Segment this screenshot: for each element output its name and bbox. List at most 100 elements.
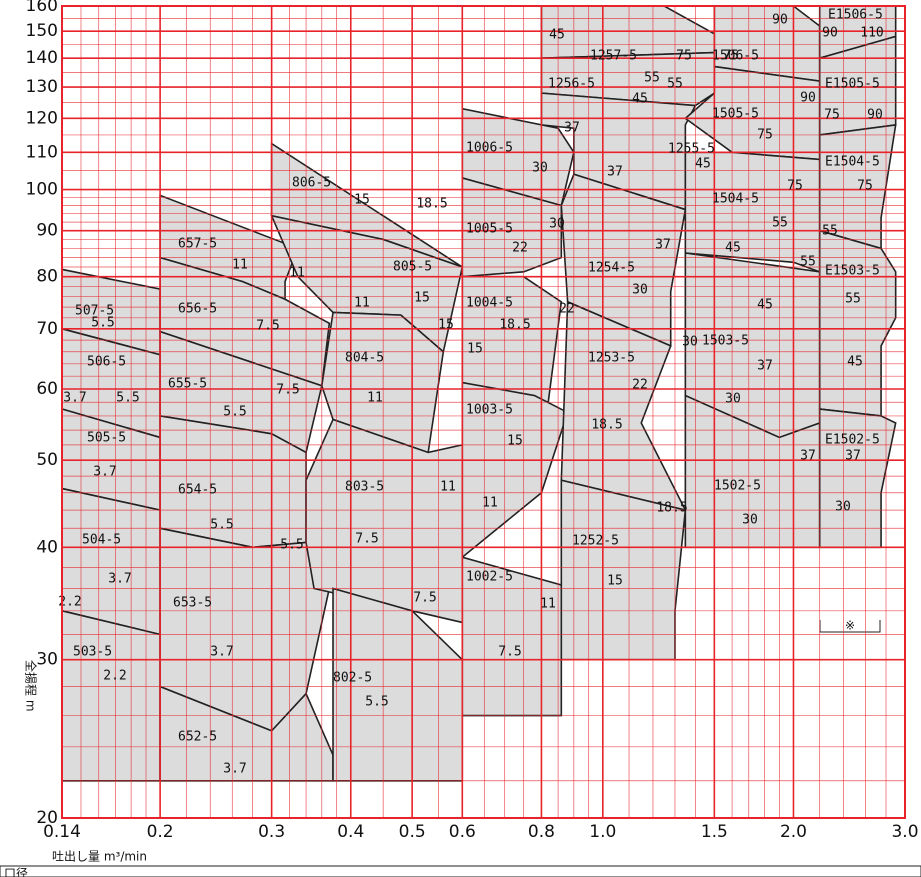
y-tick-label: 120 <box>26 108 58 128</box>
x-tick-label: 0.2 <box>147 822 174 842</box>
kw-label: 2.2 <box>58 595 81 610</box>
y-tick-label: 110 <box>26 142 58 162</box>
y-tick-label: 160 <box>26 0 58 16</box>
kw-label: 45 <box>632 92 648 107</box>
model-label: E1505-5 <box>825 77 880 92</box>
kw-label: 22 <box>632 378 648 393</box>
kw-label: 5.5 <box>210 518 233 533</box>
model-label: 805-5 <box>393 260 432 275</box>
y-axis-label: 全揚程 m <box>24 660 39 712</box>
x-tick-label: 3.0 <box>891 822 918 842</box>
x-axis-label: 吐出し量 m³/min <box>52 850 147 864</box>
x-tick-label: 0.6 <box>449 822 476 842</box>
y-tick-label: 20 <box>36 808 58 828</box>
model-label: 1002-5 <box>466 570 513 585</box>
kw-label: 18.5 <box>416 197 447 212</box>
kw-label: 45 <box>757 298 773 313</box>
x-tick-label: 0.14 <box>43 822 81 842</box>
kw-label: 45 <box>695 157 711 172</box>
kw-label: 11 <box>354 296 370 311</box>
model-label: 802-5 <box>333 671 372 686</box>
kw-label: 30 <box>632 283 648 298</box>
y-tick-label: 50 <box>36 450 58 470</box>
kw-label: 90 <box>867 108 883 123</box>
model-label: E1503-5 <box>825 264 880 279</box>
model-label: 803-5 <box>345 480 384 495</box>
kw-label: 37 <box>607 165 623 180</box>
kw-label: 18.5 <box>591 418 622 433</box>
model-label: 804-5 <box>345 351 384 366</box>
kw-label: 5.5 <box>365 695 388 710</box>
kw-label: 75 <box>723 49 739 64</box>
model-label: 655-5 <box>168 377 207 392</box>
kw-label: 90 <box>822 26 838 41</box>
model-label: 1504-5 <box>712 192 759 207</box>
model-label: 504-5 <box>82 533 121 548</box>
x-tick-label: 0.8 <box>528 822 555 842</box>
kw-label: 3.7 <box>210 645 233 660</box>
model-label: E1504-5 <box>825 155 880 170</box>
kw-label: 75 <box>787 179 803 194</box>
note: ※ <box>845 619 855 633</box>
y-tick-label: 80 <box>36 267 58 287</box>
model-label: 1502-5 <box>714 479 761 494</box>
kw-label: 11 <box>289 266 305 281</box>
kw-label: 7.5 <box>256 319 279 334</box>
kw-label: 3.7 <box>108 572 131 587</box>
model-label: 1255-5 <box>668 142 715 157</box>
model-label: 653-5 <box>173 596 212 611</box>
kw-label: 45 <box>549 28 565 43</box>
kw-label: 90 <box>800 91 816 106</box>
model-label: 507-5 <box>75 304 114 319</box>
kw-label: 22 <box>559 302 575 317</box>
model-label: 806-5 <box>292 176 331 191</box>
model-label: 1254-5 <box>588 261 635 276</box>
model-label: 657-5 <box>178 237 217 252</box>
kw-label: 30 <box>835 500 851 515</box>
model-label: 1005-5 <box>466 222 513 237</box>
model-label: 1505-5 <box>712 107 759 122</box>
kw-label: 5.5 <box>223 405 246 420</box>
x-tick-label: 1.5 <box>701 822 728 842</box>
kw-label: 110 <box>860 26 883 41</box>
kw-label: 37 <box>564 121 580 136</box>
model-label: 652-5 <box>178 730 217 745</box>
kw-label: 5.5 <box>91 316 114 331</box>
kw-label: 55 <box>667 77 683 92</box>
kw-label: 3.7 <box>223 762 246 777</box>
kw-label: 7.5 <box>498 645 521 660</box>
kw-label: 37 <box>655 238 671 253</box>
model-label: E1502-5 <box>825 433 880 448</box>
y-tick-label: 70 <box>36 319 58 339</box>
footer-label: 口径 <box>4 867 28 877</box>
kw-label: 15 <box>467 342 483 357</box>
model-label: 656-5 <box>178 302 217 317</box>
kw-label: 30 <box>682 335 698 350</box>
kw-label: 75 <box>757 128 773 143</box>
kw-label: 18.5 <box>656 501 687 516</box>
kw-label: 5.5 <box>280 538 303 553</box>
kw-label: 55 <box>845 292 861 307</box>
model-label: 505-5 <box>87 431 126 446</box>
model-label: 1506-5 <box>712 49 759 64</box>
kw-label: 37 <box>800 449 816 464</box>
model-label: 654-5 <box>178 483 217 498</box>
kw-label: 45 <box>847 355 863 370</box>
model-label: 1253-5 <box>588 351 635 366</box>
model-label: 1257-5 <box>590 49 637 64</box>
kw-label: 22 <box>512 241 528 256</box>
kw-label: 2.2 <box>103 669 126 684</box>
model-label: 1006-5 <box>466 141 513 156</box>
kw-label: 75 <box>824 108 840 123</box>
kw-label: 45 <box>725 241 741 256</box>
y-tick-label: 60 <box>36 379 58 399</box>
model-label: 1003-5 <box>466 403 513 418</box>
y-tick-label: 30 <box>36 650 58 670</box>
kw-label: 75 <box>857 179 873 194</box>
model-label: 506-5 <box>87 355 126 370</box>
kw-label: 30 <box>725 392 741 407</box>
kw-label: 15 <box>507 434 523 449</box>
model-label: 1503-5 <box>702 334 749 349</box>
kw-label: 3.7 <box>63 391 86 406</box>
